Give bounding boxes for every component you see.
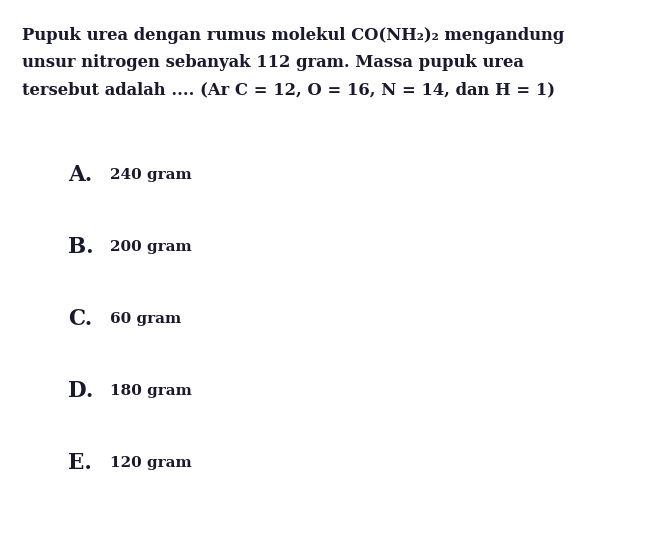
Text: 180 gram: 180 gram — [110, 384, 192, 398]
Text: E.: E. — [68, 452, 92, 474]
Text: tersebut adalah .... (Ar C = 12, O = 16, N = 14, dan H = 1): tersebut adalah .... (Ar C = 12, O = 16,… — [22, 81, 555, 98]
Text: unsur nitrogen sebanyak 112 gram. Massa pupuk urea: unsur nitrogen sebanyak 112 gram. Massa … — [22, 54, 524, 71]
Text: 60 gram: 60 gram — [110, 312, 181, 326]
Text: B.: B. — [68, 236, 94, 258]
Text: Pupuk urea dengan rumus molekul CO(NH₂)₂ mengandung: Pupuk urea dengan rumus molekul CO(NH₂)₂… — [22, 27, 564, 44]
Text: 240 gram: 240 gram — [110, 168, 192, 182]
Text: D.: D. — [68, 380, 93, 402]
Text: 200 gram: 200 gram — [110, 240, 192, 254]
Text: 120 gram: 120 gram — [110, 456, 192, 470]
Text: C.: C. — [68, 308, 92, 330]
Text: A.: A. — [68, 164, 92, 186]
